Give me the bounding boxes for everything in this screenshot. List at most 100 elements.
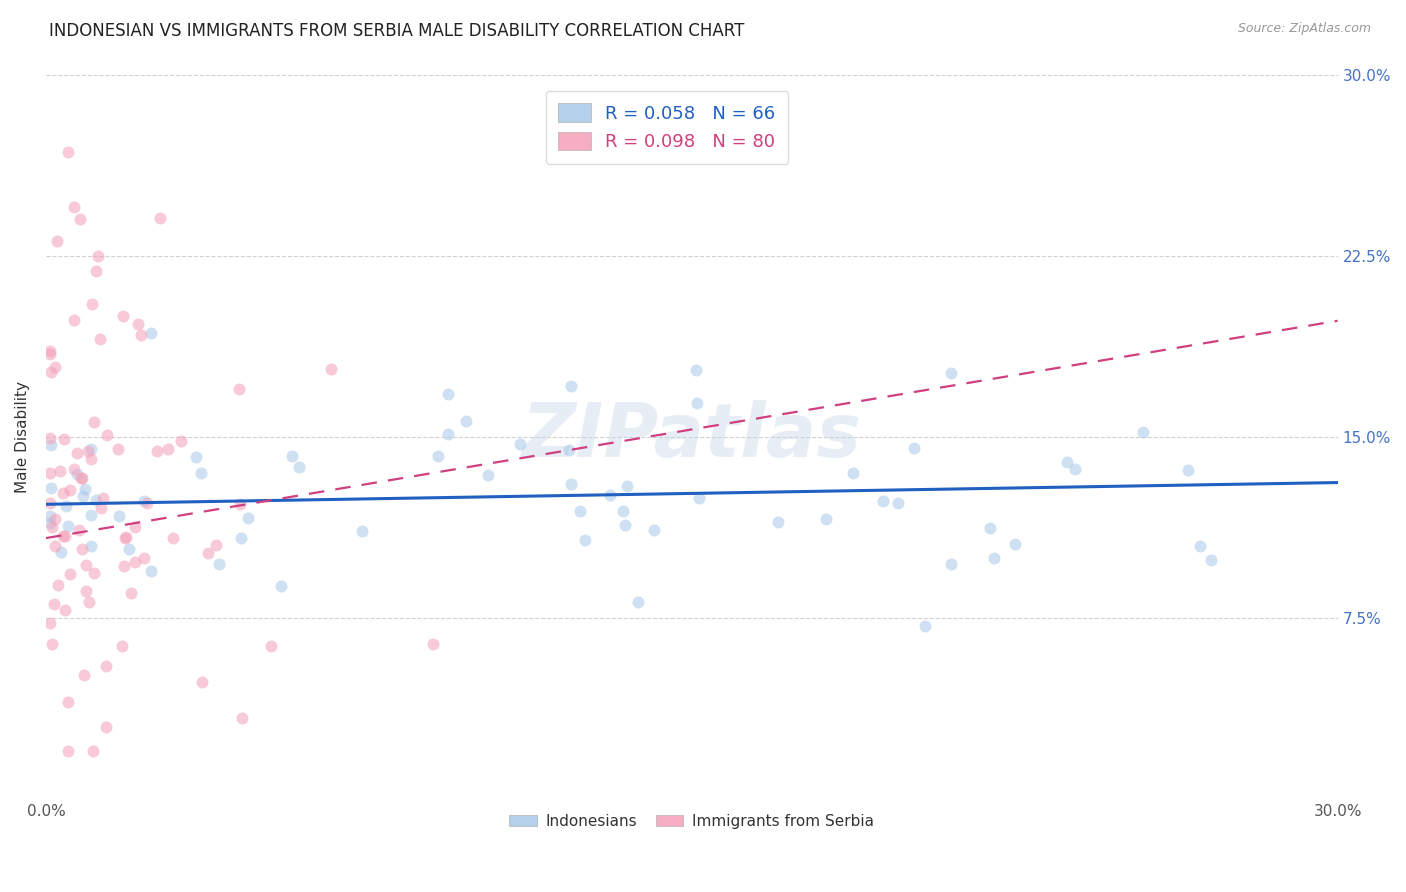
- Point: [612, 504, 634, 518]
- Point: [80, 508, 103, 523]
- Point: [204, 538, 226, 552]
- Point: [63, 200, 86, 214]
- Point: [132, 551, 155, 566]
- Point: [46, 234, 69, 248]
- Point: [114, 531, 136, 545]
- Point: [58, 743, 80, 757]
- Point: [118, 541, 141, 556]
- Point: [688, 491, 710, 505]
- Point: [80, 297, 103, 311]
- Point: [55, 499, 77, 513]
- Point: [613, 518, 636, 533]
- Point: [1132, 425, 1154, 440]
- Point: [75, 558, 97, 572]
- Point: [437, 427, 460, 442]
- Point: [83, 566, 105, 581]
- Point: [63, 462, 86, 476]
- Point: [72, 489, 94, 503]
- Point: [39, 347, 62, 361]
- Point: [53, 529, 76, 543]
- Point: [70, 471, 93, 485]
- Point: [83, 415, 105, 429]
- Point: [190, 675, 212, 690]
- Point: [190, 466, 212, 480]
- Point: [979, 521, 1001, 535]
- Point: [509, 437, 531, 451]
- Point: [129, 328, 152, 343]
- Point: [914, 619, 936, 633]
- Point: [1064, 461, 1087, 475]
- Point: [44, 360, 66, 375]
- Point: [558, 442, 581, 457]
- Point: [41, 520, 63, 534]
- Point: [427, 449, 450, 463]
- Text: INDONESIAN VS IMMIGRANTS FROM SERBIA MALE DISABILITY CORRELATION CHART: INDONESIAN VS IMMIGRANTS FROM SERBIA MAL…: [49, 22, 745, 40]
- Point: [627, 594, 650, 608]
- Point: [941, 366, 963, 380]
- Point: [41, 637, 63, 651]
- Point: [983, 551, 1005, 566]
- Point: [685, 363, 707, 377]
- Point: [44, 511, 66, 525]
- Point: [162, 531, 184, 545]
- Point: [186, 450, 208, 465]
- Point: [39, 466, 62, 480]
- Point: [52, 529, 75, 543]
- Point: [229, 497, 252, 511]
- Point: [52, 485, 75, 500]
- Point: [39, 343, 62, 358]
- Point: [124, 520, 146, 534]
- Point: [108, 508, 131, 523]
- Point: [643, 523, 665, 537]
- Point: [132, 493, 155, 508]
- Point: [56, 695, 79, 709]
- Point: [456, 413, 478, 427]
- Point: [80, 451, 103, 466]
- Point: [84, 492, 107, 507]
- Point: [96, 427, 118, 442]
- Point: [569, 504, 592, 518]
- Point: [169, 434, 191, 448]
- Y-axis label: Male Disability: Male Disability: [15, 381, 30, 492]
- Point: [260, 639, 283, 653]
- Point: [231, 531, 253, 545]
- Legend: Indonesians, Immigrants from Serbia: Indonesians, Immigrants from Serbia: [503, 807, 880, 835]
- Point: [51, 545, 73, 559]
- Point: [66, 446, 89, 460]
- Point: [77, 444, 100, 458]
- Point: [124, 556, 146, 570]
- Point: [1177, 463, 1199, 477]
- Point: [46, 577, 69, 591]
- Point: [574, 533, 596, 547]
- Point: [39, 516, 62, 531]
- Point: [56, 145, 79, 159]
- Point: [145, 443, 167, 458]
- Point: [560, 379, 582, 393]
- Point: [319, 362, 342, 376]
- Point: [270, 579, 292, 593]
- Point: [228, 383, 250, 397]
- Point: [56, 518, 79, 533]
- Point: [53, 432, 76, 446]
- Point: [616, 478, 638, 492]
- Point: [887, 495, 910, 509]
- Point: [39, 438, 62, 452]
- Point: [139, 326, 162, 341]
- Point: [110, 639, 132, 653]
- Point: [149, 211, 172, 225]
- Point: [281, 450, 304, 464]
- Point: [75, 584, 97, 599]
- Point: [120, 586, 142, 600]
- Point: [903, 441, 925, 455]
- Point: [79, 442, 101, 456]
- Point: [939, 557, 962, 571]
- Point: [127, 317, 149, 331]
- Point: [1199, 552, 1222, 566]
- Point: [91, 491, 114, 505]
- Point: [39, 496, 62, 510]
- Point: [94, 720, 117, 734]
- Point: [70, 471, 93, 485]
- Point: [44, 539, 66, 553]
- Point: [73, 668, 96, 682]
- Point: [197, 546, 219, 560]
